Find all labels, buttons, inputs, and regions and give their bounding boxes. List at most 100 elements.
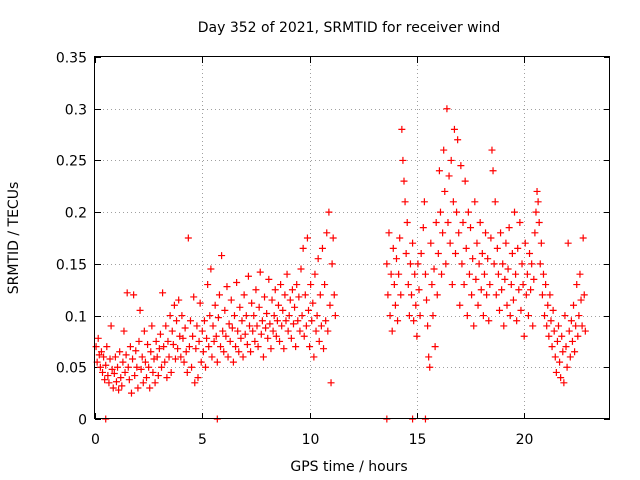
data-point: [465, 270, 473, 278]
data-point: [402, 250, 410, 258]
data-point: [287, 334, 295, 342]
data-point: [453, 208, 461, 216]
x-tick-label: 5: [198, 432, 207, 448]
data-point: [143, 374, 150, 382]
data-point: [492, 291, 500, 299]
data-point: [208, 353, 216, 361]
data-point: [192, 345, 200, 353]
data-point: [116, 348, 124, 356]
data-point: [555, 322, 562, 330]
data-point: [490, 260, 498, 268]
data-point: [535, 218, 543, 226]
data-point: [263, 310, 271, 318]
data-point: [213, 358, 221, 366]
data-point: [568, 337, 576, 345]
data-point: [197, 358, 205, 366]
data-point: [189, 332, 197, 340]
data-point: [498, 286, 506, 294]
data-point: [274, 301, 282, 309]
data-point: [429, 312, 437, 320]
data-point: [250, 312, 258, 320]
data-point: [209, 322, 217, 330]
data-point: [445, 172, 453, 180]
data-point: [439, 229, 447, 237]
data-point: [115, 386, 123, 394]
data-point: [193, 322, 201, 330]
data-point: [147, 348, 155, 356]
data-point: [534, 198, 542, 206]
data-point: [258, 317, 266, 325]
data-point: [548, 343, 556, 351]
data-point: [169, 341, 177, 349]
data-point: [102, 361, 110, 369]
data-point: [136, 306, 144, 314]
data-point: [289, 320, 297, 328]
data-point: [400, 177, 408, 185]
data-point: [398, 125, 406, 133]
data-point: [324, 327, 332, 335]
data-point: [514, 244, 522, 252]
data-point: [455, 229, 463, 237]
data-point: [227, 296, 235, 304]
data-point: [162, 322, 170, 330]
data-point: [138, 353, 146, 361]
data-point: [311, 270, 319, 278]
data-point: [413, 332, 421, 340]
data-point: [450, 125, 458, 133]
data-point: [182, 348, 190, 356]
data-point: [196, 299, 204, 307]
data-point: [100, 353, 108, 361]
data-point: [515, 286, 523, 294]
data-point: [271, 286, 279, 294]
data-point: [279, 306, 287, 314]
data-point: [316, 291, 324, 299]
data-point: [129, 355, 137, 363]
data-point: [456, 301, 464, 309]
data-point: [259, 353, 267, 361]
data-point: [229, 358, 237, 366]
data-point: [135, 337, 143, 345]
data-point: [500, 322, 508, 330]
data-point: [118, 382, 126, 390]
data-point: [426, 363, 434, 371]
data-point: [134, 384, 142, 392]
data-point: [512, 270, 520, 278]
data-point: [97, 348, 105, 356]
data-point: [531, 229, 539, 237]
data-point: [495, 306, 503, 314]
x-tick-label: 0: [91, 432, 100, 448]
data-point: [478, 250, 486, 258]
data-point: [388, 327, 396, 335]
data-point: [121, 368, 129, 376]
data-point: [499, 260, 507, 268]
data-point: [286, 296, 294, 304]
data-point: [570, 301, 578, 309]
y-tick-label: 0: [78, 413, 87, 429]
data-point: [184, 234, 192, 242]
data-point: [236, 303, 244, 311]
x-tick-label: 10: [302, 432, 320, 448]
data-point: [202, 363, 210, 371]
data-point: [165, 353, 173, 361]
data-point: [154, 372, 162, 380]
data-point: [431, 343, 439, 351]
data-point: [297, 265, 305, 273]
data-point: [513, 317, 521, 325]
data-point: [111, 353, 119, 361]
data-point: [269, 327, 277, 335]
data-point: [558, 332, 566, 340]
data-point: [99, 368, 107, 376]
data-point: [122, 351, 130, 359]
data-point: [546, 291, 554, 299]
data-point: [553, 337, 561, 345]
data-point: [285, 312, 293, 320]
data-point: [417, 250, 425, 258]
data-point: [240, 291, 248, 299]
data-point: [232, 343, 240, 351]
data-point: [156, 330, 164, 338]
data-point: [461, 177, 469, 185]
data-point: [160, 343, 168, 351]
data-point: [474, 301, 482, 309]
